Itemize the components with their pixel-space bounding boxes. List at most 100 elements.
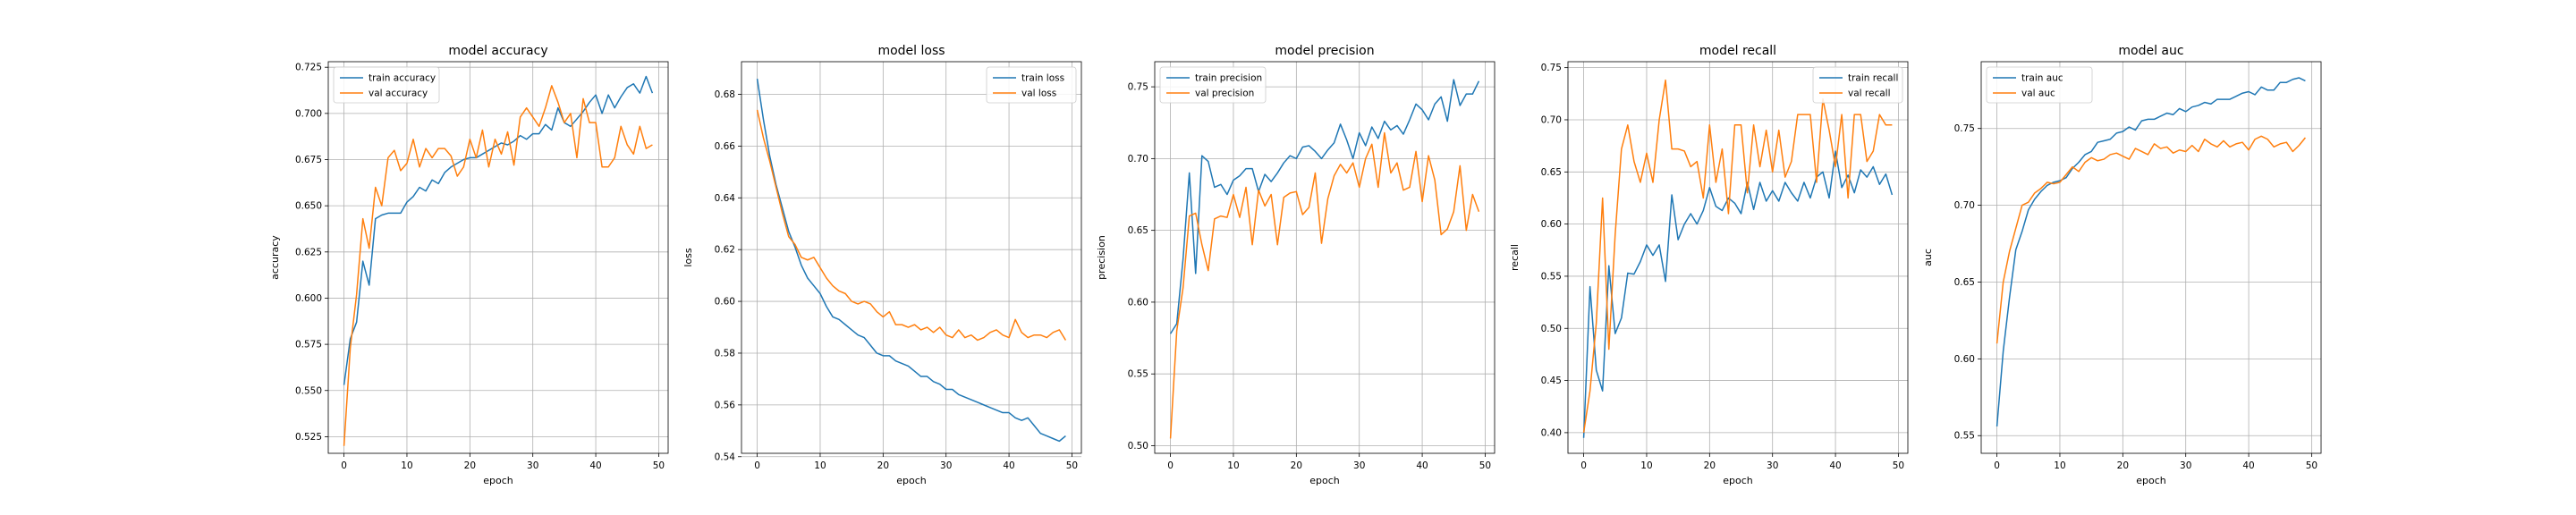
chart-title: model auc <box>2118 44 2183 58</box>
x-tick-label: 20 <box>1704 460 1716 471</box>
x-tick-label: 10 <box>1227 460 1239 471</box>
legend-label: train accuracy <box>369 73 436 84</box>
legend-label: val loss <box>1021 89 1056 99</box>
y-tick-label: 0.55 <box>1954 431 1975 442</box>
x-tick-label: 10 <box>401 460 412 471</box>
y-tick-label: 0.725 <box>295 63 322 73</box>
legend-label: val recall <box>1848 89 1891 99</box>
x-tick-label: 20 <box>2117 460 2129 471</box>
x-tick-label: 30 <box>1767 460 1778 471</box>
x-tick-label: 40 <box>2242 460 2254 471</box>
y-tick-label: 0.60 <box>1541 219 1562 230</box>
plot-frame <box>1154 61 1496 454</box>
chart-title: model precision <box>1275 44 1374 58</box>
chart-panel-accuracy: 0 10 20 30 40 50 0.525 0.550 0.575 0.600 0.625 0.65… <box>269 44 669 486</box>
x-tick-label: 10 <box>1640 460 1652 471</box>
y-tick-label: 0.55 <box>1128 369 1148 380</box>
chart-panel-precision: 0 10 20 30 40 50 0.50 0.55 0.60 0.65 0.70 0.75 model… <box>1096 44 1496 486</box>
series-line-val-precision <box>1169 131 1480 439</box>
x-axis-label: epoch <box>483 475 513 486</box>
series-line-val-loss <box>756 109 1067 342</box>
y-tick-label: 0.55 <box>1541 271 1562 282</box>
y-tick-label: 0.625 <box>295 247 322 258</box>
x-tick-label: 30 <box>527 460 538 471</box>
legend: train accuracy val accuracy <box>333 66 440 104</box>
legend-box <box>986 66 1077 104</box>
x-tick-label: 0 <box>1994 460 2000 471</box>
x-tick-label: 30 <box>1353 460 1365 471</box>
legend-box <box>333 66 440 104</box>
y-tick-label: 0.70 <box>1954 200 1975 211</box>
legend-label: train loss <box>1021 73 1064 84</box>
legend-label: val accuracy <box>369 89 428 99</box>
series-line-train-loss <box>756 78 1066 443</box>
plot-frame <box>327 61 669 454</box>
y-axis-label: auc <box>1922 249 1934 266</box>
x-tick-label: 10 <box>814 460 826 471</box>
x-tick-label: 0 <box>1167 460 1174 471</box>
y-tick-label: 0.45 <box>1541 376 1562 386</box>
x-tick-label: 50 <box>1893 460 1904 471</box>
legend-label: train precision <box>1195 73 1262 84</box>
y-tick-label: 0.65 <box>1128 225 1148 236</box>
y-tick-label: 0.65 <box>1954 277 1975 288</box>
legend: train loss val loss <box>986 66 1077 104</box>
y-tick-label: 0.60 <box>1954 354 1975 365</box>
y-tick-label: 0.700 <box>295 108 322 119</box>
legend-label: train auc <box>2021 73 2063 84</box>
series-line-val-auc <box>1996 135 2306 344</box>
y-tick-label: 0.70 <box>1541 114 1562 125</box>
series-line-train-accuracy <box>343 75 654 385</box>
y-tick-label: 0.54 <box>715 452 736 462</box>
y-tick-label: 0.60 <box>715 297 735 308</box>
chart-title: model accuracy <box>448 44 547 58</box>
legend-box <box>1159 66 1267 104</box>
chart-title: model recall <box>1699 44 1776 58</box>
plot-frame <box>741 61 1082 454</box>
x-tick-label: 20 <box>464 460 476 471</box>
y-tick-label: 0.64 <box>715 193 736 204</box>
legend-box <box>1986 66 2093 104</box>
series-line-val-recall <box>1582 79 1893 434</box>
legend-box <box>1812 66 1903 104</box>
y-tick-label: 0.75 <box>1128 82 1148 93</box>
y-tick-label: 0.58 <box>715 348 735 359</box>
y-tick-label: 0.56 <box>715 400 736 410</box>
x-tick-label: 0 <box>1580 460 1587 471</box>
x-tick-label: 20 <box>877 460 889 471</box>
y-axis-label: precision <box>1096 235 1107 280</box>
y-tick-label: 0.650 <box>295 201 322 212</box>
y-tick-label: 0.40 <box>1541 427 1562 438</box>
y-tick-label: 0.525 <box>295 432 322 443</box>
legend: train recall val recall <box>1812 66 1903 104</box>
chart-title: model loss <box>877 44 945 58</box>
x-tick-label: 0 <box>754 460 760 471</box>
y-tick-label: 0.68 <box>715 89 735 100</box>
y-tick-label: 0.600 <box>295 293 322 304</box>
series-line-train-auc <box>1996 77 2306 427</box>
series-line-val-accuracy <box>343 85 653 446</box>
x-tick-label: 40 <box>1829 460 1841 471</box>
series-line-train-precision <box>1169 79 1480 334</box>
y-tick-label: 0.75 <box>1541 63 1562 73</box>
y-tick-label: 0.60 <box>1128 297 1148 308</box>
y-tick-label: 0.62 <box>715 245 735 256</box>
legend: train precision val precision <box>1159 66 1267 104</box>
x-tick-label: 20 <box>1291 460 1302 471</box>
legend-label: train recall <box>1848 73 1898 84</box>
x-tick-label: 40 <box>1003 460 1014 471</box>
y-tick-label: 0.75 <box>1954 123 1975 134</box>
x-axis-label: epoch <box>1309 475 1340 486</box>
y-axis-label: loss <box>682 248 694 267</box>
legend: train auc val auc <box>1986 66 2093 104</box>
y-axis-label: recall <box>1509 244 1521 271</box>
y-tick-label: 0.575 <box>295 340 322 350</box>
y-tick-label: 0.70 <box>1128 154 1148 165</box>
legend-label: val precision <box>1195 89 1254 99</box>
y-tick-label: 0.50 <box>1541 324 1562 334</box>
series-line-train-recall <box>1582 150 1894 438</box>
y-axis-label: accuracy <box>269 235 281 280</box>
chart-panel-recall: 0 10 20 30 40 50 0.40 0.45 0.50 0.55 0.60 0.65 0.70 0… <box>1509 44 1909 486</box>
y-tick-label: 0.675 <box>295 155 322 165</box>
